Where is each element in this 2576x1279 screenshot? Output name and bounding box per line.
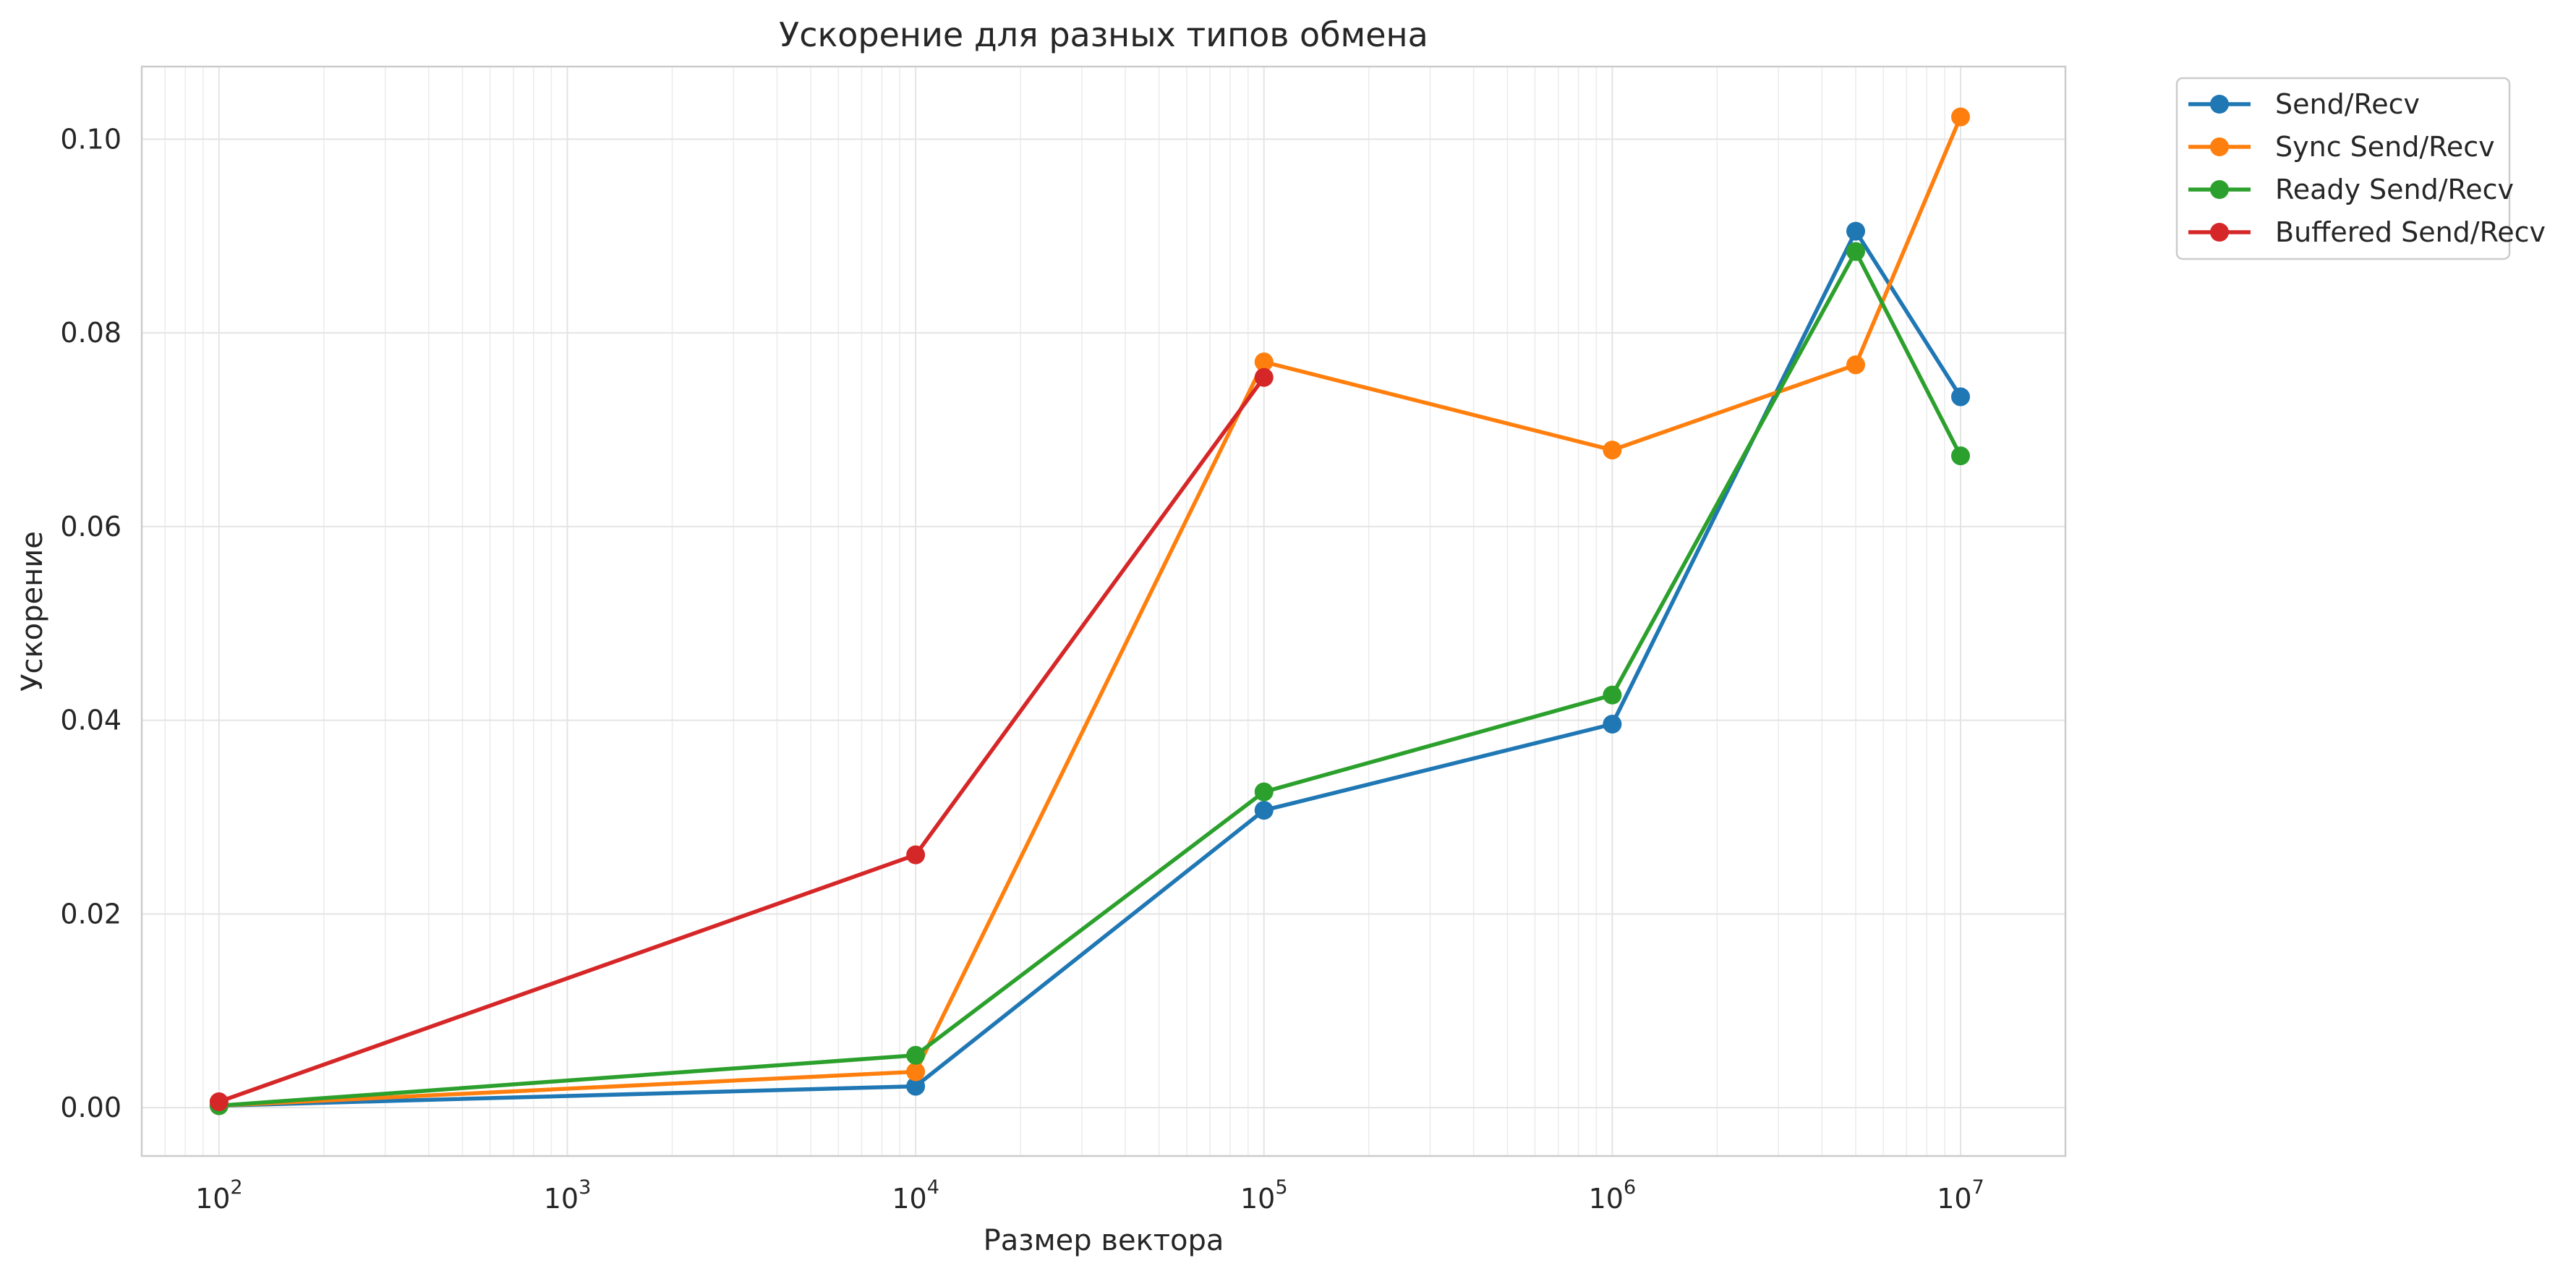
y-tick-label: 0.02 xyxy=(60,898,121,930)
plot-area xyxy=(140,65,2067,1157)
data-point xyxy=(1603,685,1622,705)
data-point xyxy=(906,1062,926,1082)
y-tick-label: 0.06 xyxy=(60,511,121,543)
x-axis-ticks: 102 103 104 105 106 107 xyxy=(195,1176,1984,1215)
data-point xyxy=(1603,441,1622,460)
legend-label: Sync Send/Recv xyxy=(2275,131,2495,163)
chart-title: Ускорение для разных типов обмена xyxy=(779,15,1428,54)
legend-marker xyxy=(2210,137,2229,156)
legend-label: Buffered Send/Recv xyxy=(2275,216,2546,248)
data-point xyxy=(209,1092,229,1112)
legend-label: Ready Send/Recv xyxy=(2275,174,2514,205)
data-point xyxy=(1603,714,1622,734)
x-tick-label: 102 xyxy=(195,1176,243,1215)
series-buffered-send-recv xyxy=(209,367,1274,1112)
legend-marker xyxy=(2210,223,2229,242)
data-point xyxy=(1254,367,1274,387)
legend: Send/Recv Sync Send/Recv Ready Send/Recv Bu… xyxy=(2175,77,2546,260)
y-tick-label: 0.00 xyxy=(60,1092,121,1123)
x-tick-label: 104 xyxy=(892,1176,939,1215)
series-layer xyxy=(209,107,1971,1116)
y-axis-ticks: 0.00 0.02 0.04 0.06 0.08 0.10 xyxy=(60,123,121,1123)
data-point xyxy=(1846,221,1866,241)
y-axis-label: Ускорение xyxy=(16,531,49,692)
data-point xyxy=(1254,782,1274,802)
legend-marker xyxy=(2210,95,2229,114)
y-tick-label: 0.08 xyxy=(60,317,121,349)
data-point xyxy=(1254,801,1274,820)
data-point xyxy=(1254,352,1274,372)
y-tick-label: 0.10 xyxy=(60,123,121,155)
data-point xyxy=(1951,387,1971,407)
x-tick-label: 106 xyxy=(1589,1176,1637,1215)
legend-label: Send/Recv xyxy=(2275,88,2420,120)
legend-box xyxy=(2175,77,2511,260)
series-line xyxy=(217,249,1963,1108)
x-tick-label: 105 xyxy=(1240,1176,1288,1215)
x-axis-label: Размер вектора xyxy=(984,1224,1224,1257)
data-point xyxy=(906,1045,926,1065)
x-tick-label: 107 xyxy=(1937,1176,1984,1215)
data-point xyxy=(1951,107,1971,127)
series-line xyxy=(217,229,1963,1108)
data-point xyxy=(1951,446,1971,466)
data-point xyxy=(1846,242,1866,261)
x-tick-label: 103 xyxy=(544,1176,592,1215)
series-line xyxy=(217,114,1963,1108)
data-point xyxy=(1846,355,1866,375)
data-point xyxy=(906,1076,926,1096)
data-point xyxy=(906,845,926,864)
y-tick-label: 0.04 xyxy=(60,705,121,736)
series-ready-send-recv xyxy=(209,242,1971,1116)
legend-marker xyxy=(2210,180,2229,199)
